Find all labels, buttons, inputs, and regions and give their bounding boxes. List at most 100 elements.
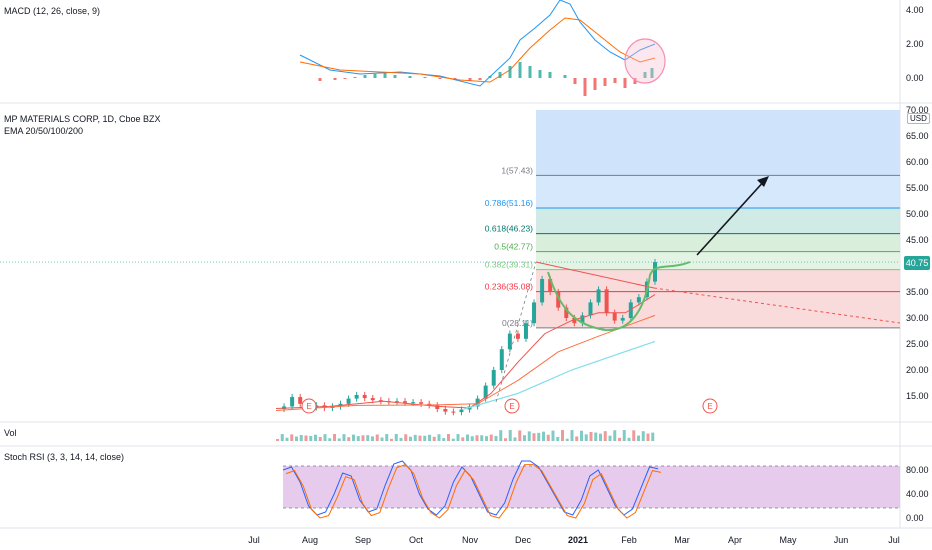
candle-body xyxy=(523,323,528,339)
volume-bar xyxy=(333,434,336,441)
main-title: MP MATERIALS CORP, 1D, Cboe BZX xyxy=(4,114,161,124)
rally-trendline[interactable] xyxy=(495,261,537,403)
price-tick-label: 70.00 xyxy=(906,105,929,115)
candle-body xyxy=(491,370,496,386)
fibonacci-retracement[interactable]: 1(57.43) 0.786(51.16) 0.618(46.23) 0.5(42.7… xyxy=(0,110,900,329)
volume-bar xyxy=(314,434,317,441)
time-axis: Jul Aug Sep Oct Nov Dec 2021 Feb Mar Apr May Jun Jul xyxy=(248,535,900,545)
volume-bar xyxy=(651,432,655,441)
time-tick-label: Sep xyxy=(355,535,371,545)
macd-histogram-bar xyxy=(548,72,552,78)
volume-bar xyxy=(532,433,536,441)
volume-bar xyxy=(285,437,289,441)
macd-tick-label: 0.00 xyxy=(906,73,924,83)
macd-histogram-bar xyxy=(563,75,567,78)
volume-bar xyxy=(309,435,313,441)
ema50-line xyxy=(275,314,656,412)
macd-histogram-bar xyxy=(383,73,387,78)
descending-trendline[interactable] xyxy=(535,261,655,289)
volume-bar xyxy=(290,434,294,441)
volume-bar xyxy=(451,438,455,441)
candle-body xyxy=(588,302,593,316)
volume-bar xyxy=(328,438,332,441)
time-tick-label: Jul xyxy=(888,535,900,545)
volume-bar xyxy=(318,437,322,441)
volume-bar xyxy=(299,435,303,441)
macd-histogram-bar xyxy=(373,74,377,78)
macd-histogram-bar xyxy=(508,66,512,78)
candle-body xyxy=(394,401,399,403)
stoch-title: Stoch RSI (3, 3, 14, 14, close) xyxy=(4,452,125,462)
macd-histogram-bar xyxy=(478,78,482,80)
volume-bar xyxy=(428,434,431,441)
earnings-marker-label: E xyxy=(509,402,514,411)
drawings[interactable] xyxy=(495,176,901,403)
macd-histogram-bar xyxy=(583,78,587,96)
candle-body xyxy=(499,349,504,370)
earnings-marker-icon[interactable] xyxy=(702,398,718,414)
price-tick-label: 45.00 xyxy=(906,235,929,245)
macd-title: MACD (12, 26, close, 9) xyxy=(4,6,101,16)
cup-curve[interactable] xyxy=(547,261,691,332)
volume-bar xyxy=(584,434,588,441)
candle-body xyxy=(596,289,601,303)
candle-body xyxy=(435,405,440,409)
candle-body xyxy=(636,297,641,303)
candle-body xyxy=(370,398,375,401)
currency-badge[interactable]: USD xyxy=(907,113,930,124)
volume-bar xyxy=(413,434,417,441)
stoch-tick-label: 80.00 xyxy=(906,465,929,475)
volume-bar xyxy=(594,432,598,441)
candle-body xyxy=(580,315,585,324)
candle-body xyxy=(548,279,553,292)
ema100-line xyxy=(463,340,656,410)
macd-histogram-bar xyxy=(408,76,412,78)
volume-bar xyxy=(276,439,279,441)
volume-bar xyxy=(570,430,574,441)
earnings-marker-icon[interactable] xyxy=(504,398,520,414)
fib-zone xyxy=(536,207,900,234)
macd-histogram-bar xyxy=(353,77,357,78)
volume-bar xyxy=(622,430,626,441)
candle-body xyxy=(451,411,456,413)
macd-highlight-circle xyxy=(624,38,666,84)
macd-line xyxy=(299,0,656,87)
volume-bar xyxy=(527,431,531,441)
fib-zone xyxy=(536,233,900,252)
volume-bar xyxy=(556,436,560,441)
volume-bar xyxy=(447,434,450,441)
volume-bar xyxy=(385,434,389,441)
volume-bar xyxy=(304,435,308,441)
price-axis: 15.0020.0025.0030.0035.0040.0045.0050.00… xyxy=(906,105,929,401)
earnings-marker-icon[interactable] xyxy=(301,398,317,414)
target-arrow[interactable] xyxy=(696,178,767,256)
macd-histogram-bar xyxy=(393,75,397,78)
volume-bar xyxy=(475,435,479,441)
candle-body xyxy=(628,302,633,318)
candle-body xyxy=(612,312,617,321)
price-tick-label: 25.00 xyxy=(906,339,929,349)
fib-level-label: 0.618(46.23) xyxy=(485,224,533,234)
candle-body xyxy=(346,398,351,404)
macd-tick-label: 2.00 xyxy=(906,39,924,49)
volume-bar xyxy=(589,431,593,441)
macd-histogram-bar xyxy=(453,78,457,80)
macd-histogram-bar xyxy=(363,75,367,78)
candle-body xyxy=(411,402,416,404)
candle-body xyxy=(653,262,657,282)
volume-bar xyxy=(470,436,474,441)
macd-histogram-bar xyxy=(593,78,597,90)
volume-bar xyxy=(337,438,341,441)
volume-bar xyxy=(380,437,384,441)
volume-bar xyxy=(499,430,503,441)
price-tick-label: 30.00 xyxy=(906,313,929,323)
price-tick-label: 35.00 xyxy=(906,287,929,297)
candle-body xyxy=(620,318,625,321)
candle-body xyxy=(515,333,520,339)
volume-panel xyxy=(276,430,655,441)
macd-histogram-bar xyxy=(498,72,502,78)
time-tick-label: Dec xyxy=(515,535,532,545)
volume-bar xyxy=(280,434,284,441)
